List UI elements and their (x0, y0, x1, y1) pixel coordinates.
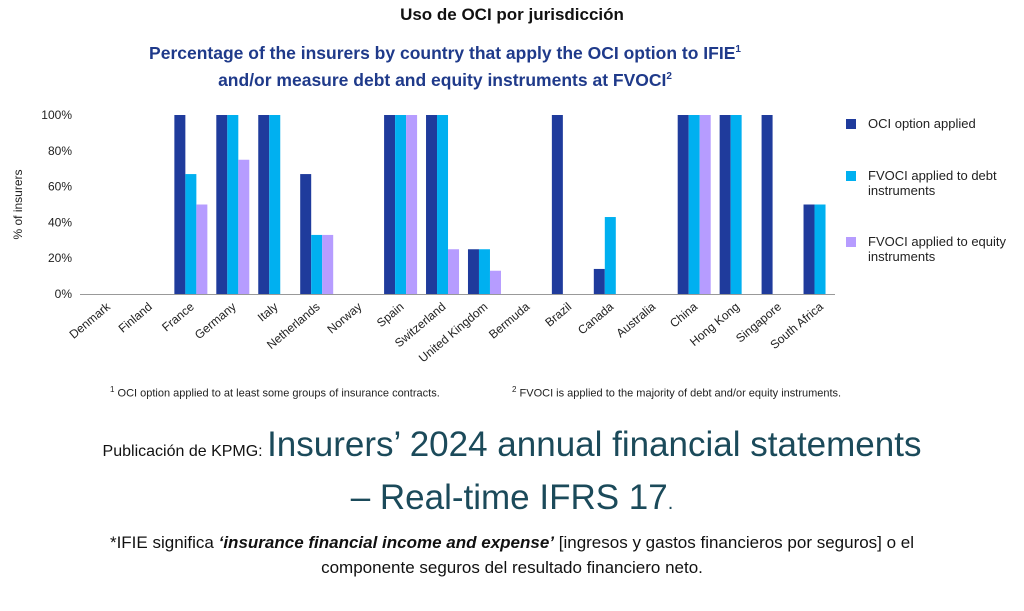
footnote-1-num: 1 (110, 385, 115, 394)
legend-item-oci: OCI option applied (846, 116, 976, 131)
bar-singapore-0 (761, 115, 773, 294)
bar-spain-1 (395, 115, 407, 294)
bar-switzerland-0 (426, 115, 438, 294)
bar-spain-0 (384, 115, 396, 294)
chart-title-sup1: 1 (735, 44, 741, 55)
bar-netherlands-1 (311, 234, 323, 294)
bar-germany-1 (227, 115, 239, 294)
ifie-note-line2: componente seguros del resultado financi… (321, 558, 703, 577)
x-tick-label: China (667, 299, 700, 330)
bar-china-1 (688, 115, 700, 294)
y-tick-label: 20% (48, 251, 72, 265)
bar-hong-kong-0 (719, 115, 731, 294)
publication-title-line2-wrap: – Real-time IFRS 17. (0, 478, 1024, 518)
legend-label-oci: OCI option applied (868, 116, 976, 131)
bar-chart: % of insurers 0% 20% 40% 60% 80% 100% Denmark Fi… (11, 108, 835, 365)
ifie-note-prefix: *IFIE significa (109, 533, 219, 552)
footnote-1-text: OCI option applied to at least some grou… (117, 387, 440, 400)
bar-italy-1 (269, 115, 281, 294)
chart-title-sup2: 2 (666, 70, 672, 82)
chart-title-line1: Percentage of the insurers by country th… (149, 42, 736, 63)
x-tick-label: France (159, 299, 197, 334)
x-tick-label: Italy (255, 300, 281, 325)
x-tick-label: Brazil (542, 300, 574, 330)
y-tick-label: 40% (48, 215, 72, 229)
bar-united-kingdom-0 (467, 249, 479, 294)
bar-netherlands-0 (300, 174, 312, 294)
bar-canada-0 (593, 268, 605, 294)
x-tick-label: Australia (613, 299, 658, 340)
bar-south-africa-0 (803, 204, 815, 294)
publication: Publicación de KPMG: Insurers’ 2024 annu… (0, 425, 1024, 465)
publication-title-end: . (667, 492, 674, 514)
ifie-note-term: ‘insurance financial income and expense’ (218, 533, 555, 552)
bar-switzerland-1 (437, 115, 449, 294)
x-tick-label: Canada (575, 299, 616, 337)
bar-canada-1 (604, 217, 616, 294)
chart-title: Percentage of the insurers by country th… (95, 38, 795, 92)
legend-swatch-debt (846, 171, 856, 181)
y-tick-label: 100% (41, 108, 72, 122)
x-tick-label: Bermuda (486, 299, 533, 341)
publication-label: Publicación de KPMG: (102, 443, 268, 460)
bar-china-0 (677, 115, 689, 294)
bar-france-1 (185, 174, 197, 294)
legend-label-equity: FVOCI applied to equity instruments (868, 234, 1007, 264)
bar-netherlands-2 (322, 234, 334, 294)
bar-germany-0 (216, 115, 228, 294)
y-axis-label: % of insurers (11, 169, 25, 239)
y-tick-label: 60% (48, 180, 72, 194)
ifie-note: *IFIE significa ‘insurance financial inc… (0, 530, 1024, 580)
bar-united-kingdom-2 (489, 270, 501, 294)
bar-switzerland-2 (448, 249, 460, 294)
x-tick-label: Norway (324, 300, 364, 337)
x-tick-label: Denmark (67, 299, 114, 342)
x-tick-label: Spain (374, 300, 407, 330)
ifie-note-line1-rest: [ingresos y gastos financieros por segur… (554, 533, 915, 552)
bar-france-0 (174, 115, 186, 294)
bar-hong-kong-1 (730, 115, 742, 294)
legend-item-debt: FVOCI applied to debt instruments (846, 168, 1016, 198)
publication-title-line1[interactable]: Insurers’ 2024 annual financial statemen… (267, 425, 922, 464)
legend-label-debt: FVOCI applied to debt instruments (868, 168, 997, 198)
footnote-1: 1 OCI option applied to at least some gr… (110, 385, 440, 400)
y-tick-label: 0% (55, 287, 73, 301)
publication-title-line2[interactable]: – Real-time IFRS 17 (350, 478, 668, 517)
bar-italy-0 (258, 115, 270, 294)
y-tick-label: 80% (48, 144, 72, 158)
bar-china-2 (699, 115, 711, 294)
legend-swatch-oci (846, 119, 856, 129)
footnote-2-text: FVOCI is applied to the majority of debt… (519, 387, 842, 400)
x-tick-label: Germany (192, 300, 239, 342)
bar-spain-2 (406, 115, 418, 294)
page-heading: Uso de OCI por jurisdicción (400, 5, 624, 24)
bar-france-2 (196, 204, 208, 294)
footnote-2: 2 FVOCI is applied to the majority of de… (512, 385, 841, 400)
x-tick-label: Finland (116, 300, 155, 336)
legend-swatch-equity (846, 237, 856, 247)
bar-united-kingdom-1 (478, 249, 490, 294)
legend-item-equity: FVOCI applied to equity instruments (846, 234, 1016, 264)
bar-brazil-0 (551, 115, 563, 294)
bar-germany-2 (238, 159, 250, 294)
chart-title-line2: and/or measure debt and equity instrumen… (218, 69, 667, 90)
footnote-2-num: 2 (512, 385, 517, 394)
bar-south-africa-1 (814, 204, 826, 294)
